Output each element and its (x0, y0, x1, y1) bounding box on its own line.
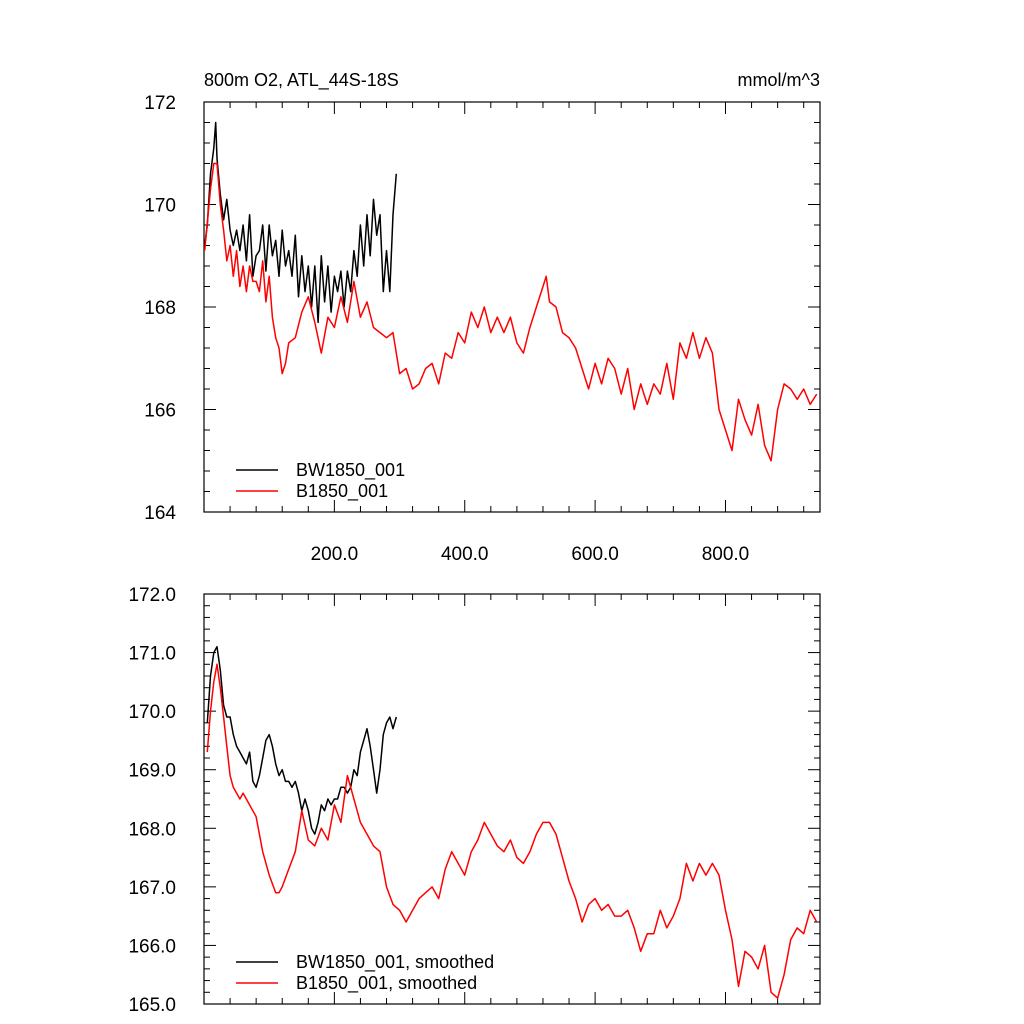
y-axis: 164 166 168 170 172 (144, 93, 820, 524)
y-tick-label: 172.0 (128, 585, 176, 606)
y-tick-label: 168.0 (128, 819, 176, 840)
legend-label-0: BW1850_001, smoothed (296, 952, 494, 973)
y-tick-label: 171.0 (128, 644, 176, 665)
bottom-panel: 165.0 166.0 167.0 168.0 169.0 170.0 171.0 172.0… (128, 585, 821, 1016)
y-tick-label: 169.0 (128, 761, 176, 782)
x-tick-label: 800.0 (702, 544, 750, 565)
x-tick-label: 400.0 (441, 544, 489, 565)
y-tick-label: 166 (144, 401, 176, 422)
series-line-1 (206, 663, 818, 999)
y-tick-label: 170 (144, 196, 176, 217)
y-tick-label: 166.0 (128, 936, 176, 957)
series-line-0 (206, 645, 398, 835)
chart-units: mmol/m^3 (738, 70, 820, 90)
legend-label-0: BW1850_001 (296, 460, 405, 481)
plot-frame (203, 101, 821, 513)
y-tick-label: 167.0 (128, 878, 176, 899)
legend-label-1: B1850_001 (296, 481, 388, 502)
y-tick-label: 168 (144, 298, 176, 319)
y-tick-label: 172 (144, 93, 176, 114)
legend-label-1: B1850_001, smoothed (296, 973, 477, 994)
x-axis: 200.0 400.0 600.0 800.0 (229, 102, 805, 565)
y-tick-label: 170.0 (128, 702, 176, 723)
series-line-0 (203, 121, 398, 324)
plot-frame (203, 593, 821, 1005)
x-axis (229, 594, 805, 1004)
y-tick-label: 164 (144, 503, 176, 524)
chart-title: 800m O2, ATL_44S-18S (204, 70, 399, 91)
y-axis: 165.0 166.0 167.0 168.0 169.0 170.0 171.0 172.0 (128, 585, 820, 1016)
top-panel: 164 166 168 170 172 200.0 400.0 600.0 800.0 BW185… (144, 93, 821, 565)
y-tick-label: 165.0 (128, 995, 176, 1016)
x-tick-label: 600.0 (571, 544, 619, 565)
x-tick-label: 200.0 (311, 544, 359, 565)
series-line-1 (203, 162, 818, 462)
